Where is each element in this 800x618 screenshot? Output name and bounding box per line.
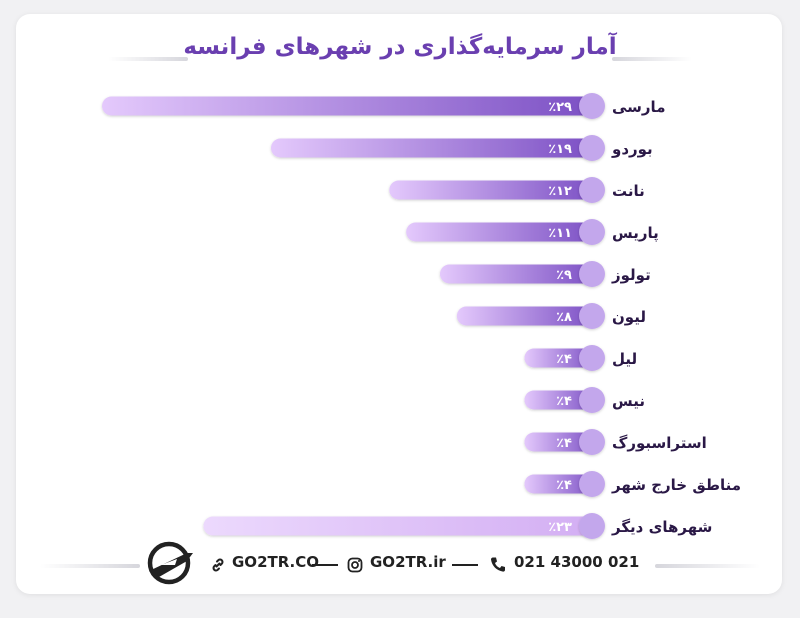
- value-label-0: ٪۲۹: [548, 100, 572, 115]
- bar-end-circle-3: [579, 219, 605, 245]
- instagram-icon: [347, 557, 363, 573]
- bar-end-circle-2: [579, 177, 605, 203]
- value-label-2: ٪۱۲: [548, 184, 572, 199]
- bar-end-circle-10: [579, 513, 605, 539]
- value-label-1: ٪۱۹: [548, 142, 572, 157]
- bar-end-circle-5: [579, 303, 605, 329]
- title-line-right: [612, 57, 692, 61]
- value-label-6: ٪۴: [556, 352, 572, 367]
- bar-end-circle-4: [579, 261, 605, 287]
- bar-1: [270, 138, 596, 158]
- bar-end-circle-6: [579, 345, 605, 371]
- bar-6: [524, 348, 596, 368]
- category-label-5: لیون: [612, 308, 646, 326]
- category-label-1: بوردو: [611, 140, 653, 158]
- bar-2: [389, 180, 596, 200]
- bar-end-circle-1: [579, 135, 605, 161]
- bar-9: [524, 474, 596, 494]
- bar-8: [524, 432, 596, 452]
- value-label-8: ٪۴: [556, 436, 572, 451]
- link-icon: [212, 558, 224, 572]
- footer-line-right: [655, 564, 760, 568]
- bar-end-circle-8: [579, 429, 605, 455]
- bar-7: [524, 390, 596, 410]
- bar-4: [439, 264, 596, 284]
- category-label-10: شهرهای دیگر: [611, 518, 712, 536]
- website-text: GO2TR.CO: [232, 553, 320, 571]
- bar-end-circle-7: [579, 387, 605, 413]
- category-label-4: تولوز: [611, 266, 651, 284]
- value-label-10: ٪۲۳: [548, 520, 572, 535]
- value-label-7: ٪۴: [556, 394, 572, 409]
- bar-3: [406, 222, 596, 242]
- footer-separator-2: [452, 564, 478, 566]
- title-line-left: [108, 57, 188, 61]
- category-label-3: پاریس: [612, 224, 659, 243]
- footer-line-left: [40, 564, 140, 568]
- instagram-text: GO2TR.ir: [370, 553, 446, 571]
- category-label-0: مارسی: [612, 98, 665, 116]
- bar-end-circle-9: [579, 471, 605, 497]
- category-label-6: لیل: [612, 350, 637, 368]
- bar-0: [102, 96, 596, 116]
- category-label-9: مناطق خارج شهر: [611, 476, 741, 494]
- chart-title: آمار سرمایه‌گذاری در شهرهای فرانسه: [183, 34, 617, 60]
- bar-end-circle-0: [579, 93, 605, 119]
- go2tr-logo: [147, 541, 193, 585]
- phone-text: 021 43000 021: [514, 553, 640, 571]
- phone-icon: [490, 557, 505, 572]
- bar-5: [456, 306, 596, 326]
- footer-separator-1: [312, 564, 338, 566]
- value-label-4: ٪۹: [556, 268, 572, 283]
- category-label-8: استراسبورگ: [612, 434, 707, 452]
- value-label-3: ٪۱۱: [548, 226, 572, 241]
- category-label-7: نیس: [612, 392, 645, 410]
- bar-10: [203, 516, 596, 536]
- category-label-2: نانت: [612, 182, 645, 200]
- value-label-5: ٪۸: [556, 310, 572, 325]
- value-label-9: ٪۴: [556, 478, 572, 493]
